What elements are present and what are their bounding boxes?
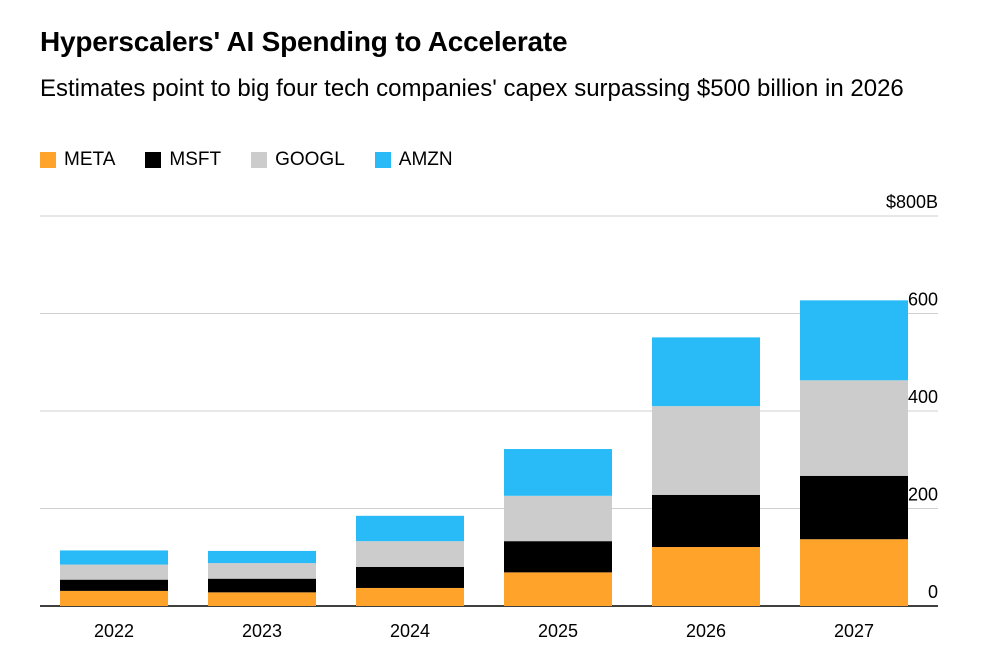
- x-tick-label: 2022: [94, 621, 134, 641]
- legend-item-meta: META: [40, 149, 115, 171]
- legend-item-amzn: AMZN: [374, 149, 453, 171]
- bar-googl-2027: [800, 380, 908, 476]
- bar-amzn-2027: [800, 300, 908, 381]
- legend-label-googl: GOOGL: [275, 149, 345, 170]
- y-tick-label: $800B: [886, 192, 938, 212]
- bar-msft-2025: [504, 541, 612, 573]
- bar-meta-2023: [208, 592, 316, 606]
- x-tick-label: 2024: [390, 621, 430, 641]
- legend-label-msft: MSFT: [169, 149, 222, 170]
- legend-swatch-meta: [40, 152, 56, 168]
- legend-item-googl: GOOGL: [251, 149, 345, 171]
- bar-googl-2026: [652, 406, 760, 495]
- y-tick-label: 400: [908, 387, 938, 407]
- bar-msft-2023: [208, 578, 316, 593]
- bar-amzn-2025: [504, 449, 612, 496]
- x-tick-label: 2023: [242, 621, 282, 641]
- x-axis-ticks: 2022 2023 2024 2025 2026 2027: [94, 621, 874, 641]
- bar-googl-2023: [208, 563, 316, 579]
- bar-msft-2024: [356, 567, 464, 588]
- bar-googl-2024: [356, 541, 464, 567]
- legend-swatch-amzn: [374, 152, 391, 168]
- bar-msft-2022: [60, 579, 168, 591]
- bar-meta-2024: [356, 587, 464, 606]
- bar-amzn-2023: [208, 550, 316, 564]
- bar-meta-2027: [800, 539, 908, 606]
- x-tick-label: 2025: [538, 621, 578, 641]
- bar-msft-2026: [652, 494, 760, 548]
- legend-item-msft: MSFT: [145, 149, 221, 171]
- legend-swatch-googl: [251, 152, 268, 168]
- chart-subtitle: Estimates point to big four tech compani…: [40, 75, 904, 102]
- gridlines: [40, 215, 938, 607]
- legend-label-amzn: AMZN: [398, 149, 453, 170]
- y-tick-label: 600: [908, 290, 938, 310]
- y-axis-ticks: 0 200 400 600 $800B: [886, 192, 938, 602]
- x-tick-label: 2027: [834, 621, 874, 641]
- bar-googl-2022: [60, 564, 168, 580]
- bar-meta-2025: [504, 572, 612, 606]
- bar-googl-2025: [504, 495, 612, 542]
- bar-msft-2027: [800, 475, 908, 540]
- x-tick-label: 2026: [686, 621, 726, 641]
- bar-amzn-2022: [60, 550, 168, 565]
- bar-meta-2026: [652, 547, 760, 606]
- y-tick-label: 200: [908, 485, 938, 505]
- bar-amzn-2024: [356, 515, 464, 542]
- bar-meta-2022: [60, 590, 168, 606]
- legend: META MSFT GOOGL AMZN: [40, 149, 453, 171]
- y-tick-label: 0: [928, 582, 938, 602]
- bar-amzn-2026: [652, 337, 760, 407]
- legend-swatch-msft: [145, 152, 162, 168]
- bars: [60, 300, 908, 606]
- chart-title: Hyperscalers' AI Spending to Accelerate: [40, 26, 568, 57]
- legend-label-meta: META: [64, 149, 116, 170]
